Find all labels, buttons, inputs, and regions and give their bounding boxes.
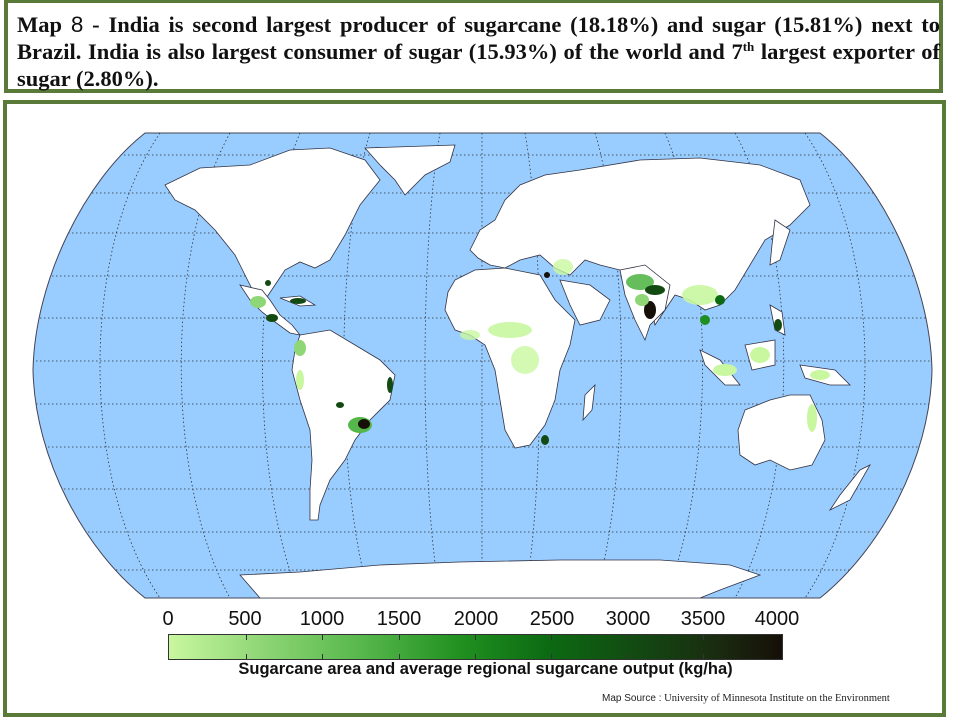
map-label: Map [17,12,62,37]
land [164,144,872,598]
australia [737,394,826,471]
japan [769,219,791,266]
north-america [164,147,381,301]
tick-label: 0 [162,608,174,630]
arabia [559,279,611,326]
map-caption: Map 8 - India is second largest producer… [17,11,940,92]
colorbar-label: Sugarcane area and average regional suga… [238,660,733,678]
eurasia [469,157,811,327]
map-source: Map Source : University of Minnesota Ins… [602,693,890,704]
tick-label: 3000 [605,608,651,630]
tick-label: 2000 [453,608,499,630]
madagascar [582,383,596,422]
colorbar-ticks: 0 500 1000 1500 2000 2500 3000 3500 4000 [0,608,960,634]
tick-label: 1500 [376,608,422,630]
map-number: 8 [70,12,84,37]
tick-label: 2500 [529,608,575,630]
antarctica [239,559,762,598]
tick-label: 500 [228,608,262,630]
caption-text-1: India is second largest producer of suga… [17,12,940,64]
caption-dash: - [83,12,109,37]
south-america [291,329,396,521]
title-box: Map 8 - India is second largest producer… [4,0,943,93]
source-value: University of Minnesota Institute on the… [664,693,890,704]
tick-label: 1000 [299,608,345,630]
colorbar [168,634,783,660]
source-label: Map Source : [602,693,662,704]
caption-text-2: largest exporter of sugar (2.80%). [17,39,940,91]
new-zealand [828,464,872,512]
africa [444,267,576,449]
caption-superscript: th [742,39,755,54]
tick-label: 4000 [754,608,800,630]
tick-label: 3500 [680,608,726,630]
greenland [364,144,456,196]
sugarcane-density [250,259,830,445]
